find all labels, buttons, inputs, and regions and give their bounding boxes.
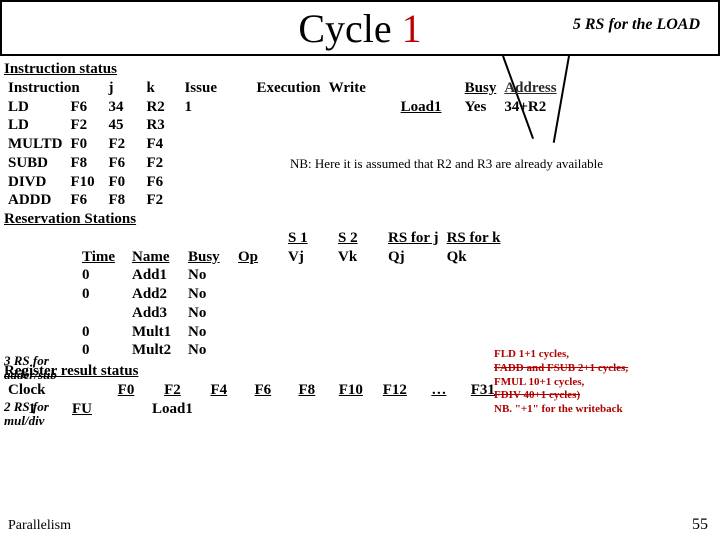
reservation-stations-heading: Reservation Stations <box>4 210 716 229</box>
reservation-stations-table: S 1 S 2 RS for j RS for k Time Name Busy… <box>78 229 504 360</box>
reg-header-row: Clock F0 F2 F4 F6 F8 F10 F12 … F31 <box>4 381 505 400</box>
annot-mul-div: 2 RS for mul/div <box>4 400 76 429</box>
col-exec: Execution <box>252 79 324 98</box>
table-row: 0 Mult2 No <box>78 341 504 360</box>
rs-superheader-row: S 1 S 2 RS for j RS for k <box>78 229 504 248</box>
instruction-status-heading: Instruction status <box>4 60 716 79</box>
annot-adder-sub: 3 RS for adder/sub <box>4 354 76 383</box>
col-busy: Busy <box>461 79 501 98</box>
footer-left: Parallelism <box>8 518 71 534</box>
col-issue: Issue <box>180 79 252 98</box>
title-word: Cycle <box>298 6 391 51</box>
rs-load-label: 5 RS for the LOAD <box>573 16 700 34</box>
table-row: DIVDF10 F0F6 <box>4 173 561 192</box>
col-address: Address <box>500 79 560 98</box>
col-k: k <box>142 79 180 98</box>
reg-fu-row: 1 FU Load1 <box>4 400 505 419</box>
table-row: 0 Mult1 No <box>78 323 504 342</box>
table-row: ADDDF6 F8F2 <box>4 191 561 210</box>
instruction-table: Instruction j k Issue Execution Write Bu… <box>4 79 561 210</box>
table-row: 0 Add1 No <box>78 266 504 285</box>
instruction-header-row: Instruction j k Issue Execution Write Bu… <box>4 79 561 98</box>
col-write: Write <box>325 79 397 98</box>
rs-header-row: Time Name Busy Op Vj Vk Qj Qk <box>78 248 504 267</box>
register-result-table: Clock F0 F2 F4 F6 F8 F10 F12 … F31 1 FU … <box>4 381 505 419</box>
table-row: Add3 No <box>78 304 504 323</box>
col-j: j <box>104 79 142 98</box>
title-cycle-number: 1 <box>402 6 422 51</box>
table-row: LDF6 34R2 1 Load1 Yes 34+R2 <box>4 98 561 117</box>
table-row: MULTDF0 F2F4 <box>4 135 561 154</box>
title-text: Cycle 1 <box>298 5 421 52</box>
footer-right: 55 <box>692 516 708 534</box>
table-row: 0 Add2 No <box>78 285 504 304</box>
timing-notes: FLD 1+1 cycles, FADD and FSUB 2+1 cycles… <box>494 348 714 417</box>
nb-note: NB: Here it is assumed that R2 and R3 ar… <box>290 156 720 172</box>
title-bar: Cycle 1 5 RS for the LOAD <box>0 0 720 56</box>
col-instruction: Instruction <box>4 79 104 98</box>
table-row: LDF2 45R3 <box>4 116 561 135</box>
